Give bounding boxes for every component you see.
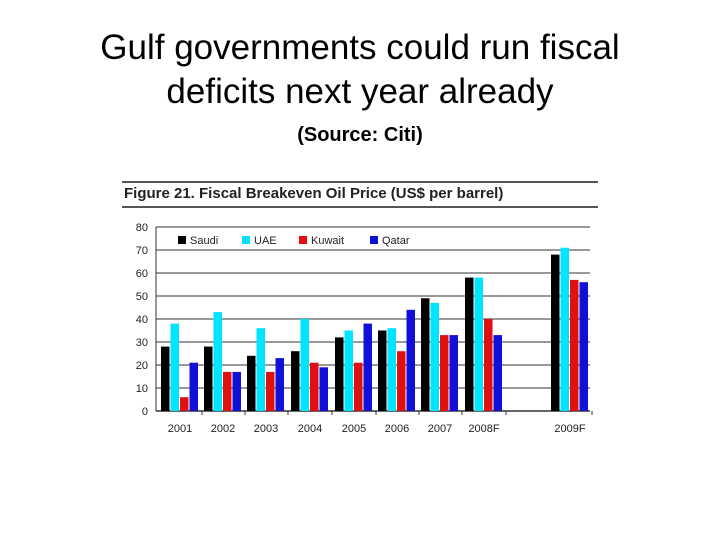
bar-kuwait [310,362,319,411]
bar-qatar [449,335,458,411]
slide-source: (Source: Citi) [297,124,423,146]
x-tick-label: 2001 [168,423,192,435]
bar-qatar [232,371,241,411]
y-tick-label: 60 [136,268,148,280]
y-tick-label: 70 [136,245,148,257]
bar-uae [344,330,353,411]
bar-kuwait [570,279,579,411]
bar-uae [387,328,396,411]
bar-kuwait [397,351,406,411]
bar-kuwait [266,371,275,411]
x-tick-label: 2002 [211,423,235,435]
bar-uae [256,328,265,411]
bar-kuwait [354,362,363,411]
bar-saudi [465,277,474,411]
bar-qatar [319,367,328,411]
y-tick-label: 0 [142,406,148,418]
x-tick-label: 2008F [468,423,499,435]
bar-saudi [161,346,170,411]
x-tick-label: 2007 [428,423,452,435]
bar-qatar [363,323,372,411]
bar-qatar [275,358,284,411]
x-tick-label: 2005 [342,423,366,435]
bar-kuwait [484,319,493,411]
bar-saudi [551,254,560,411]
legend-label-kuwait: Kuwait [311,235,344,247]
y-tick-label: 10 [136,383,148,395]
legend-swatch-kuwait [299,236,307,244]
bar-qatar [493,335,502,411]
bar-kuwait [180,397,189,411]
bar-saudi [335,337,344,411]
legend-swatch-saudi [178,236,186,244]
bar-uae [170,323,179,411]
legend-label-qatar: Qatar [382,235,410,247]
bar-uae [474,277,483,411]
bar-saudi [291,351,300,411]
figure-top-rule [122,181,598,183]
bar-qatar [579,282,588,411]
figure-title-rule [122,206,598,208]
y-tick-label: 30 [136,337,148,349]
x-tick-label: 2003 [254,423,278,435]
y-tick-label: 40 [136,314,148,326]
bar-kuwait [223,371,232,411]
legend-swatch-uae [242,236,250,244]
slide-title-line-1: Gulf governments could run fiscal [100,28,620,67]
slide-title-line-2: deficits next year already [166,72,554,111]
legend-swatch-qatar [370,236,378,244]
bar-qatar [406,309,415,411]
bar-kuwait [440,335,449,411]
y-tick-label: 20 [136,360,148,372]
y-tick-label: 80 [136,222,148,234]
bar-qatar [189,362,198,411]
y-tick-label: 50 [136,291,148,303]
bar-uae [213,312,222,411]
bar-saudi [247,355,256,411]
bar-uae [300,319,309,411]
slide-title: Gulf governments could run fiscal defici… [0,26,720,114]
legend-label-saudi: Saudi [190,235,218,247]
bar-saudi [421,298,430,411]
bar-saudi [378,330,387,411]
bar-uae [430,302,439,411]
bar-uae [560,247,569,411]
bar-saudi [204,346,213,411]
x-tick-label: 2006 [385,423,409,435]
legend-label-uae: UAE [254,235,277,247]
x-tick-label: 2009F [554,423,585,435]
x-tick-label: 2004 [298,423,322,435]
figure-title: Figure 21. Fiscal Breakeven Oil Price (U… [124,185,504,202]
